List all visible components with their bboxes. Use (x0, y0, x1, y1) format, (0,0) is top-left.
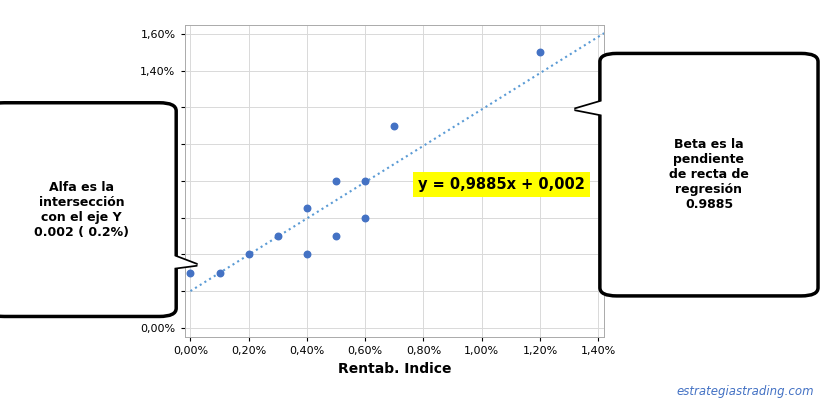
Point (358, 214, 372, 221)
Point (271, 233, 284, 239)
Point (242, 251, 255, 258)
Point (388, 122, 401, 129)
Point (330, 233, 343, 239)
Point (300, 251, 314, 258)
Text: estrategiastrading.com: estrategiastrading.com (676, 385, 814, 397)
Point (534, 49, 547, 55)
Text: Beta es la
pendiente
de recta de
regresión
0.9885: Beta es la pendiente de recta de regresi… (669, 138, 749, 211)
Point (213, 270, 227, 276)
Point (300, 205, 314, 212)
Point (330, 178, 343, 184)
Y-axis label: Rentab. Acción X: Rentab. Acción X (121, 114, 135, 247)
Text: y = 0,9885x + 0,002: y = 0,9885x + 0,002 (418, 177, 585, 192)
X-axis label: Rentab. Indice: Rentab. Indice (337, 362, 451, 376)
Text: Alfa es la
intersección
con el eje Y
0.002 ( 0.2%): Alfa es la intersección con el eje Y 0.0… (34, 180, 129, 239)
Point (184, 270, 197, 276)
Point (358, 178, 372, 184)
